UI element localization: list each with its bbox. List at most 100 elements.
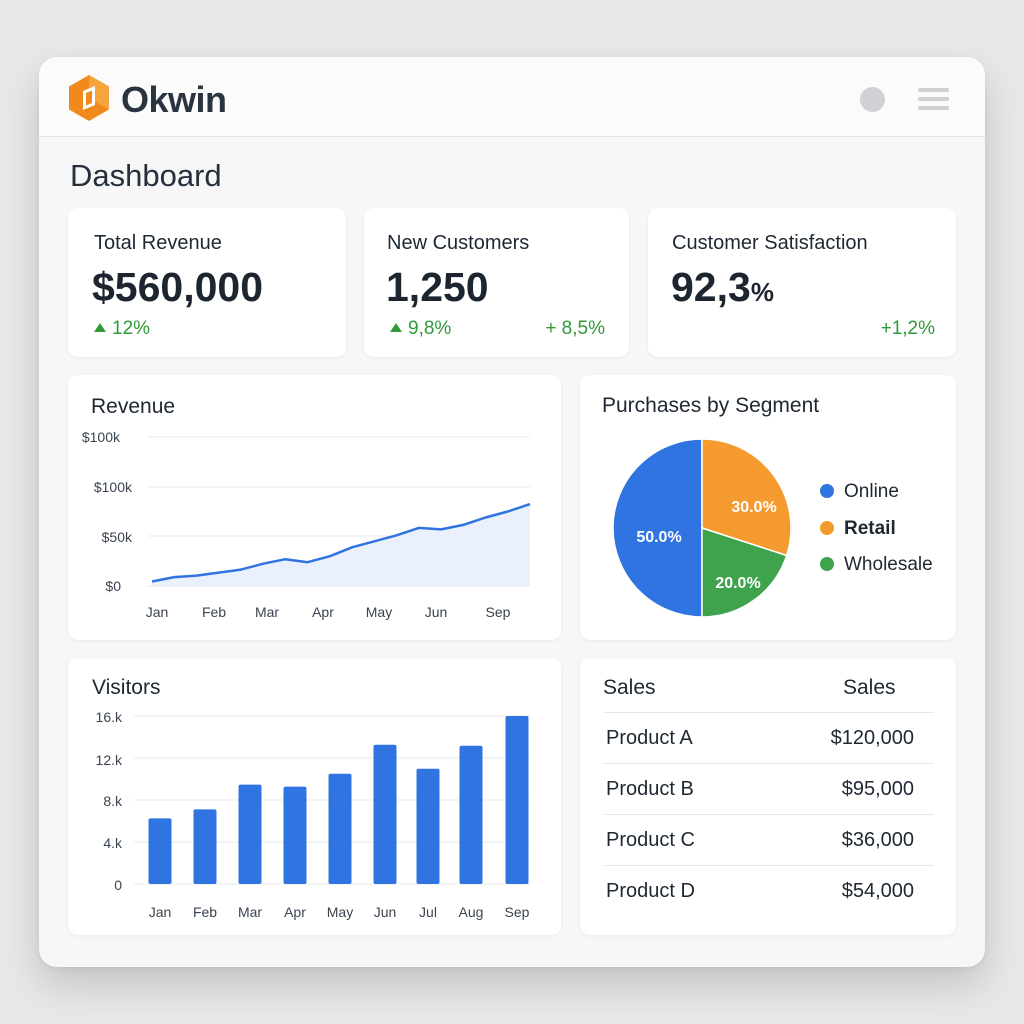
x-tick-label: May (366, 604, 392, 620)
visitors-bar (193, 809, 217, 884)
kpi-change-secondary: + 8,5% (545, 318, 605, 339)
y-tick-label: $50k (102, 529, 133, 545)
card-title: Purchases by Segment (602, 394, 820, 417)
kpi-card-new-customers[interactable]: New Customers 1,250 9,8% + 8,5% (364, 208, 629, 357)
kpi-value-number: 92,3 (671, 264, 751, 310)
trend-up-icon (390, 323, 402, 332)
visitors-bar (373, 744, 397, 884)
kpi-card-customer-satisfaction[interactable]: Customer Satisfaction 92,3% +1,2% (648, 208, 956, 357)
page-title: Dashboard (70, 158, 222, 193)
kpi-change: 9,8% (390, 318, 451, 340)
product-sales: $36,000 (841, 829, 914, 851)
kpi-value-unit: % (750, 277, 774, 307)
legend-dot-icon (820, 557, 834, 571)
visitors-bar (328, 773, 352, 884)
kpi-value: 92,3% (671, 264, 774, 311)
visitors-bar (505, 716, 529, 884)
card-title: Visitors (92, 676, 161, 699)
x-tick-label: Apr (284, 904, 306, 920)
kpi-label: Customer Satisfaction (672, 232, 868, 254)
sales-table-card: Sales Sales Product A $120,000 Product B… (580, 658, 956, 935)
y-tick-label: $100k (82, 429, 121, 445)
kpi-value: $560,000 (92, 264, 264, 310)
legend-label: Online (844, 481, 899, 502)
table-row[interactable]: Product C $36,000 (604, 814, 934, 865)
table-row[interactable]: Product B $95,000 (604, 763, 934, 814)
table-row[interactable]: Product A $120,000 (604, 712, 934, 763)
legend-item-retail[interactable]: Retail (820, 518, 896, 540)
hamburger-menu-icon[interactable] (918, 88, 949, 110)
card-title: Revenue (91, 395, 176, 418)
segment-pie-chart: 50.0% 30.0% 20.0% (612, 438, 792, 618)
table-row[interactable]: Product D $54,000 (604, 865, 934, 916)
kpi-value: 1,250 (386, 264, 489, 310)
product-name: Product D (606, 880, 695, 902)
pie-slice-wholesale (701, 526, 788, 618)
dashboard-window: Okwin Dashboard Total Revenue $560,000 1… (39, 57, 985, 967)
x-tick-label: May (327, 904, 353, 920)
legend-dot-icon (820, 484, 834, 498)
kpi-change-value: 9,8% (408, 318, 452, 339)
slice-label-retail: 30.0% (731, 499, 776, 516)
product-name: Product C (606, 829, 695, 851)
revenue-chart-card[interactable]: Revenue $100k $100k $50k $0 Jan Feb Mar … (68, 375, 561, 640)
x-tick-label: Feb (202, 604, 226, 620)
x-tick-label: Sep (505, 904, 530, 920)
brand-name[interactable]: Okwin (121, 79, 227, 120)
visitors-bar (416, 768, 440, 884)
pie-slice-online (612, 438, 703, 618)
segment-chart-card[interactable]: Purchases by Segment 50.0% 30.0% 20.0% O… (580, 375, 956, 640)
visitors-bar (283, 786, 307, 884)
legend-item-wholesale[interactable]: Wholesale (820, 554, 933, 576)
y-tick-label: 16.k (96, 709, 123, 725)
visitors-bar (148, 818, 172, 884)
product-sales: $54,000 (841, 880, 914, 902)
kpi-label: Total Revenue (94, 232, 222, 254)
x-tick-label: Aug (459, 904, 484, 920)
y-tick-label: 8.k (103, 793, 123, 809)
sales-column-header[interactable]: Sales (843, 676, 896, 699)
y-tick-label: $100k (94, 479, 133, 495)
kpi-card-total-revenue[interactable]: Total Revenue $560,000 12% (68, 208, 346, 357)
x-tick-label: Jun (425, 604, 448, 620)
x-tick-label: Mar (255, 604, 279, 620)
revenue-chart: $100k $100k $50k $0 Jan Feb Mar Apr May … (82, 429, 531, 620)
y-tick-label: 0 (114, 877, 122, 893)
legend-item-online[interactable]: Online (820, 481, 899, 503)
legend-dot-icon (820, 521, 834, 535)
x-tick-label: Feb (193, 904, 217, 920)
kpi-label: New Customers (387, 232, 530, 254)
product-sales: $120,000 (830, 727, 914, 749)
kpi-change: 12% (94, 318, 150, 340)
sales-column-header[interactable]: Sales (603, 676, 656, 699)
y-tick-label: 12.k (96, 752, 123, 768)
legend-label: Wholesale (844, 554, 933, 575)
revenue-area (152, 504, 530, 586)
x-tick-label: Sep (486, 604, 511, 620)
y-tick-label: $0 (105, 578, 121, 594)
x-tick-label: Jul (419, 904, 437, 920)
x-tick-label: Jun (374, 904, 397, 920)
visitors-chart-card[interactable]: Visitors 16.k 12.k 8.k 4.k 0 Jan Feb Mar… (68, 658, 561, 935)
trend-up-icon (94, 323, 106, 332)
product-name: Product B (606, 778, 694, 800)
product-sales: $95,000 (841, 778, 914, 800)
status-circle-icon[interactable] (860, 87, 885, 112)
legend-label: Retail (844, 518, 896, 539)
x-tick-label: Jan (149, 904, 172, 920)
slice-label-online: 50.0% (636, 529, 681, 546)
slice-label-wholesale: 20.0% (715, 575, 760, 592)
hexagon-logo-icon (69, 75, 109, 121)
x-tick-label: Jan (146, 604, 169, 620)
y-tick-label: 4.k (103, 835, 123, 851)
visitors-bar-chart: 16.k 12.k 8.k 4.k 0 Jan Feb Mar Apr May … (96, 709, 530, 920)
top-bar: Okwin (39, 57, 985, 137)
visitors-bar (459, 745, 483, 884)
pie-slice-retail (701, 438, 792, 557)
kpi-change-value: 12% (112, 318, 151, 339)
visitors-bar (238, 784, 262, 884)
x-tick-label: Mar (238, 904, 262, 920)
revenue-line (151, 502, 531, 583)
x-tick-label: Apr (312, 604, 334, 620)
kpi-change: +1,2% (880, 318, 935, 339)
